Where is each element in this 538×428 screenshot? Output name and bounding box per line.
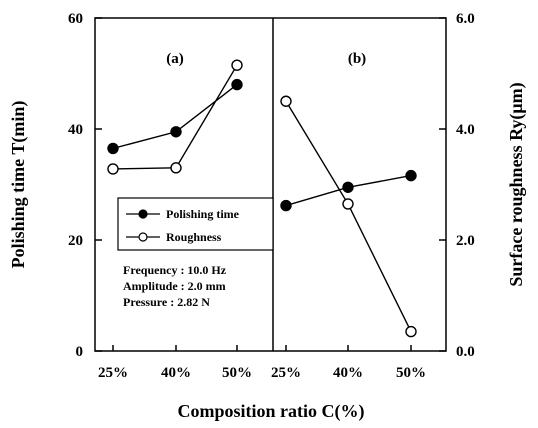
y-tick-label-right: 6.0 [456, 11, 475, 27]
right-axis: 0.0 2.0 4.0 6.0 [439, 11, 475, 360]
condition-frequency: Frequency : 10.0 Hz [123, 263, 227, 277]
series-line-roughness [112, 64, 238, 170]
plot-frame [94, 17, 447, 352]
y-axis-title-left: Polishing time T(min) [8, 101, 29, 269]
data-point-roughness [280, 95, 292, 107]
legend-marker-polishing-time [138, 209, 148, 219]
series-layer [107, 59, 417, 338]
y-tick-label-left: 0 [76, 344, 84, 360]
data-point-roughness [231, 59, 243, 71]
x-tick-label: 40% [333, 365, 363, 381]
y-tick-label-left: 60 [68, 11, 83, 27]
y-tick-label-left: 40 [68, 122, 83, 138]
x-tick-label: 40% [161, 365, 191, 381]
x-axis-title: Composition ratio C(%) [178, 401, 365, 422]
data-point-polishing-time [405, 169, 417, 182]
data-point-polishing-time [342, 181, 354, 193]
data-point-roughness [107, 163, 119, 175]
data-point-roughness [342, 198, 354, 210]
left-axis: 0 20 40 60 [68, 11, 102, 360]
x-tick-label: 50% [396, 365, 426, 381]
y-tick-label-right: 2.0 [456, 233, 475, 249]
data-point-roughness [405, 325, 417, 338]
legend-marker-roughness [138, 232, 148, 242]
x-tick-label: 25% [271, 365, 301, 381]
condition-pressure: Pressure : 2.82 N [123, 295, 210, 309]
x-tick-label: 50% [222, 365, 252, 381]
series-line-polishing-time [112, 84, 238, 150]
data-point-polishing-time [107, 142, 119, 155]
panel-label-b: (b) [348, 51, 366, 67]
x-tick-label: 25% [98, 365, 128, 381]
y-tick-label-left: 20 [68, 233, 83, 249]
legend-label-roughness: Roughness [166, 230, 222, 244]
y-axis-title-right: Surface roughness Ry(μm) [506, 82, 527, 286]
condition-amplitude: Amplitude : 2.0 mm [123, 279, 226, 293]
series-line-roughness [285, 100, 412, 332]
legend: Polishing time Roughness [117, 197, 274, 251]
y-tick-label-right: 4.0 [456, 122, 475, 138]
y-tick-label-right: 0.0 [456, 344, 475, 360]
data-point-polishing-time [170, 126, 182, 138]
panel-label-a: (a) [166, 51, 184, 67]
x-axis: 25% 40% 50% 25% 40% 50% [98, 345, 426, 381]
data-point-polishing-time [280, 199, 292, 212]
data-point-roughness [170, 162, 182, 174]
data-point-polishing-time [231, 78, 243, 91]
legend-label-polishing-time: Polishing time [166, 207, 240, 221]
